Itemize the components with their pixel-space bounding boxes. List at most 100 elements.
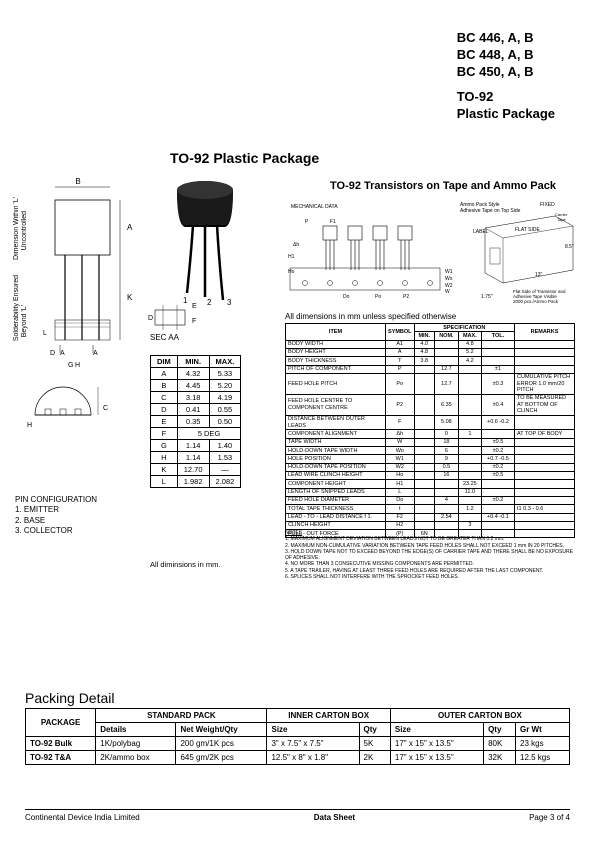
svg-text:2: 2: [207, 298, 212, 305]
spec-row: DISTANCE BETWEEN OUTER LEADSF5.08+0.6 -0…: [286, 415, 575, 430]
svg-text:D: D: [148, 315, 153, 322]
transistor-3d-icon: 1 2 3: [165, 175, 260, 305]
spec-h-spec: SPECIFICATION: [414, 324, 514, 332]
packing-table: PACKAGE STANDARD PACK INNER CARTON BOX O…: [25, 708, 570, 765]
spec-row: PITCH OF COMPONENTP12.7±1: [286, 365, 575, 373]
packing-subheader: Size: [267, 723, 359, 737]
pk-h-package: PACKAGE: [26, 709, 96, 737]
pin-configuration: PIN CONFIGURATION 1. EMITTER 2. BASE 3. …: [15, 495, 97, 537]
spec-row: BODY HEIGHTA4.85.2: [286, 348, 575, 356]
footer-page: Page 3 of 4: [529, 813, 570, 822]
spec-dim-note: All dimensions in mm unless specified ot…: [285, 312, 456, 321]
svg-text:D: D: [50, 350, 55, 357]
svg-text:Wo: Wo: [445, 276, 453, 282]
svg-text:P: P: [305, 219, 309, 225]
svg-text:FIXED: FIXED: [540, 202, 555, 208]
hdr-line3: BC 450, A, B: [457, 64, 555, 81]
pin-2: 2. BASE: [15, 516, 97, 526]
spec-h-nom: NOM.: [434, 332, 458, 340]
dim-row: C3.184.19: [151, 392, 241, 404]
dim-header: MIN.: [177, 356, 209, 368]
spec-row: BODY THICKNESST3.84.2: [286, 357, 575, 365]
hdr-line2: BC 448, A, B: [457, 47, 555, 64]
packing-subheader: Net Weight/Qty: [176, 723, 267, 737]
packing-subheader: Qty: [359, 723, 390, 737]
spec-row: LEAD WIRE CLINCH HEIGHTHo16±0.5: [286, 471, 575, 479]
dim-row: H1.141.53: [151, 452, 241, 464]
spec-h-symbol: SYMBOL: [386, 324, 415, 341]
spec-h-max: MAX.: [458, 332, 481, 340]
dim-row: K12.70—: [151, 464, 241, 476]
note-item: 2. MAXIMUM NON-CUMULATIVE VARIATION BETW…: [285, 543, 575, 549]
hdr-line5: Plastic Package: [457, 106, 555, 123]
dim-header: DIM: [151, 356, 178, 368]
svg-text:F: F: [192, 318, 196, 325]
pin-1: 1. EMITTER: [15, 505, 97, 515]
svg-text:3: 3: [227, 298, 232, 305]
svg-text:8.5": 8.5": [565, 244, 574, 250]
svg-text:A: A: [93, 350, 98, 357]
spec-row: HOLE POSITIONW19+0.7 -0.5: [286, 455, 575, 463]
packing-subheader: Gr Wt: [516, 723, 570, 737]
svg-text:G: G: [68, 362, 73, 369]
page-title: TO-92 Plastic Package: [170, 150, 319, 166]
page-footer: Continental Device India Limited Data Sh…: [25, 809, 570, 822]
dim-row: D0.410.55: [151, 404, 241, 416]
hdr-line4: TO-92: [457, 89, 555, 106]
note-item: 5. A TAPE TRAILER, HAVING AT LEAST THREE…: [285, 568, 575, 574]
svg-text:Adhesive Tape on Top Side: Adhesive Tape on Top Side: [460, 208, 521, 214]
spec-row: TAPE WIDTHW18±0.5: [286, 438, 575, 446]
spec-row: LENGTH OF SNIPPED LEADSL11.0: [286, 488, 575, 496]
svg-text:A: A: [127, 223, 133, 232]
spec-row: HOLD-DOWN TAPE POSITIONW20.5±0.2: [286, 463, 575, 471]
packing-title: Packing Detail: [25, 690, 115, 706]
spec-row: FEED HOLE CENTRE TO COMPONENT CENTREP26.…: [286, 394, 575, 415]
pin-config-title: PIN CONFIGURATION: [15, 495, 97, 505]
svg-text:MECHANICAL DATA: MECHANICAL DATA: [291, 204, 338, 210]
dim-row: E0.350.50: [151, 416, 241, 428]
svg-text:FLAT SIDE: FLAT SIDE: [515, 227, 540, 233]
svg-text:W: W: [445, 289, 450, 295]
vlabel-uncontrolled: Uncontrolled: [21, 211, 28, 250]
svg-text:Tape: Tape: [557, 217, 566, 222]
dim-row: F5 DEG: [151, 428, 241, 440]
svg-text:13": 13": [535, 272, 543, 278]
note-item: 3. HOLD DOWN TAPE NOT TO EXCEED BEYOND T…: [285, 549, 575, 562]
dim-header: MAX.: [209, 356, 241, 368]
svg-text:H: H: [27, 422, 32, 429]
svg-text:Po: Po: [375, 294, 381, 300]
pk-h-inner: INNER CARTON BOX: [267, 709, 390, 723]
packing-subheader: Size: [390, 723, 483, 737]
dim-row: B4.455.20: [151, 380, 241, 392]
packing-row: TO-92 T&A2K/ammo box645 gm/2K pcs12.5" x…: [26, 751, 570, 765]
tape-section-title: TO-92 Transistors on Tape and Ammo Pack: [330, 180, 556, 192]
footer-company: Continental Device India Limited: [25, 813, 140, 822]
hdr-line1: BC 446, A, B: [457, 30, 555, 47]
pk-h-standard: STANDARD PACK: [96, 709, 267, 723]
svg-text:1: 1: [183, 296, 188, 305]
dim-row: A4.325.33: [151, 368, 241, 380]
packing-subheader: Qty: [484, 723, 516, 737]
packing-row: TO-92 Bulk1K/polybag200 gm/1K pcs3" x 7.…: [26, 737, 570, 751]
dimension-table: DIMMIN.MAX. A4.325.33B4.455.20C3.184.19D…: [150, 355, 241, 488]
spec-row: CLINCH HEIGHTH23: [286, 521, 575, 529]
sec-aa-label: SEC AA: [150, 333, 179, 342]
spec-row: HOLD-DOWN TAPE WIDTHWo6±0.2: [286, 447, 575, 455]
spec-h-remarks: REMARKS: [515, 324, 575, 341]
packing-subheader: Details: [96, 723, 176, 737]
svg-text:P2: P2: [403, 294, 409, 300]
svg-text:C: C: [103, 405, 108, 412]
vlabel-beyond: Beyond 'L': [21, 305, 28, 337]
svg-text:B: B: [75, 177, 80, 186]
spec-row: BODY WIDTHA14.04.8: [286, 340, 575, 348]
svg-text:Ho: Ho: [288, 269, 295, 275]
pin-3: 3. COLLECTOR: [15, 526, 97, 536]
svg-text:2000 pcs./Ammo Pack: 2000 pcs./Ammo Pack: [513, 299, 559, 304]
svg-text:H1: H1: [288, 254, 295, 260]
spec-row: COMPONENT ALIGNMENTΔh01AT TOP OF BODY: [286, 430, 575, 438]
svg-text:1.75": 1.75": [481, 294, 493, 300]
spec-h-item: ITEM: [286, 324, 386, 341]
spec-row: FEED HOLE PITCHPo12.7±0.3CUMULATIVE PITC…: [286, 373, 575, 394]
spec-row: LEAD - TO - LEAD DISTANCE f 1.F22.54+0.4…: [286, 513, 575, 521]
svg-text:L: L: [43, 330, 47, 337]
